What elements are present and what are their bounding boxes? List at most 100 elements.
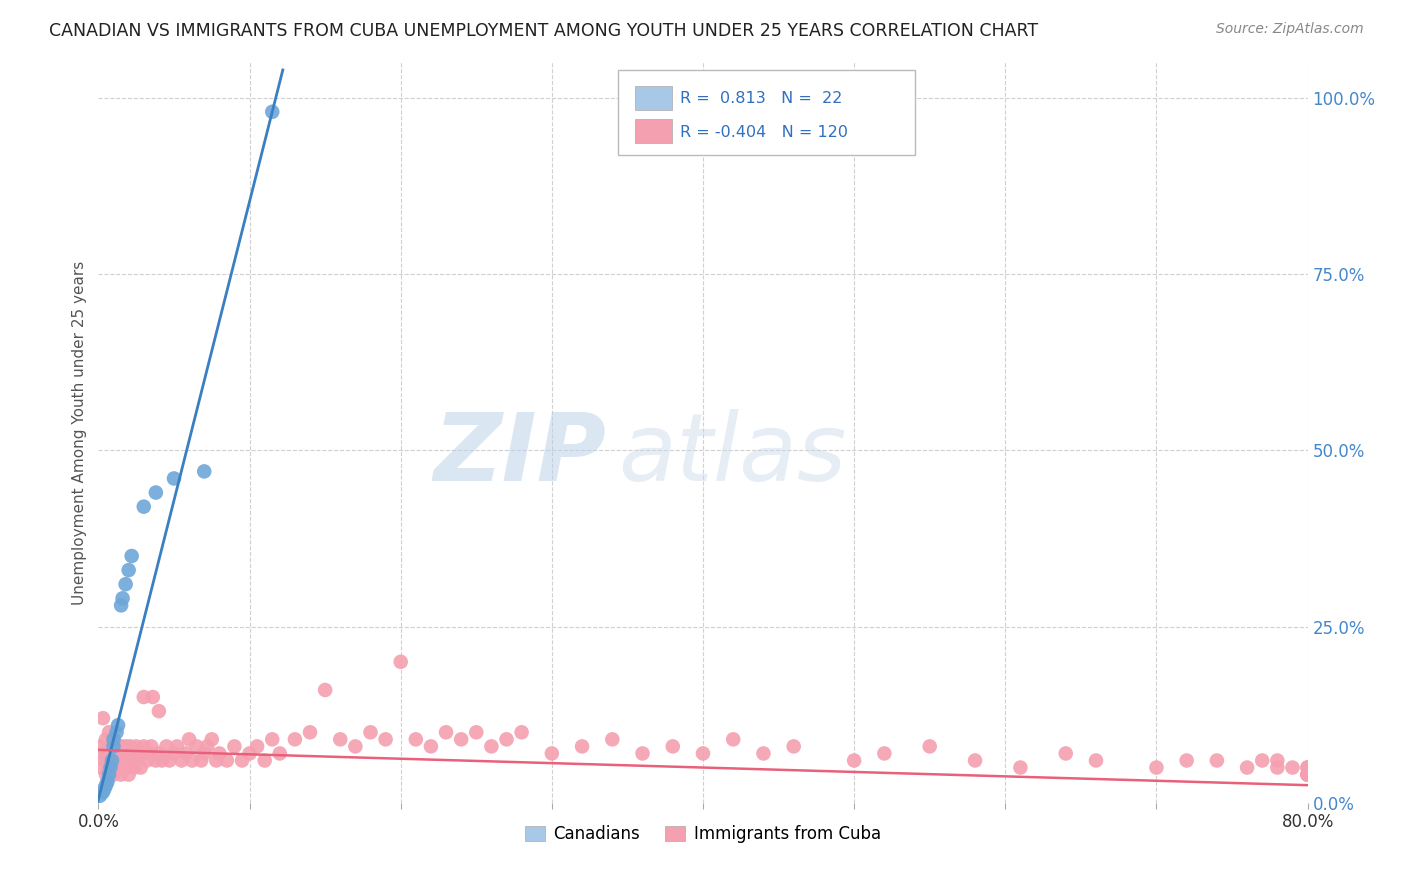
Point (105, 760, 128, 774)
Point (163, 471, 186, 485)
Point (107, 718, 129, 732)
Point (122, 747, 145, 761)
Point (205, 754, 228, 768)
Point (94, 767, 117, 781)
Point (107, 747, 129, 761)
Point (231, 754, 253, 768)
Point (1296, 767, 1319, 781)
Point (495, 732, 517, 747)
Point (190, 754, 212, 768)
Legend: Canadians, Immigrants from Cuba: Canadians, Immigrants from Cuba (519, 819, 887, 850)
Point (103, 747, 125, 761)
Point (284, 732, 307, 747)
Point (121, 754, 143, 768)
Point (93, 754, 115, 768)
FancyBboxPatch shape (636, 87, 672, 110)
Point (1296, 767, 1319, 781)
Point (148, 704, 170, 718)
Point (94, 732, 117, 747)
Point (661, 739, 683, 754)
Point (105, 725, 128, 739)
Point (1236, 760, 1258, 774)
Point (253, 754, 276, 768)
Point (110, 739, 132, 754)
Point (127, 754, 149, 768)
Point (181, 754, 204, 768)
Point (420, 739, 443, 754)
Point (965, 754, 987, 768)
Point (145, 754, 167, 768)
Point (110, 767, 132, 781)
Point (136, 747, 159, 761)
Point (389, 655, 412, 669)
Point (179, 732, 201, 747)
Point (1296, 767, 1319, 781)
Point (110, 599, 132, 613)
Point (374, 732, 396, 747)
Point (174, 747, 197, 761)
Point (1296, 767, 1319, 781)
Point (314, 683, 336, 698)
Point (1296, 760, 1319, 774)
Point (163, 747, 186, 761)
Point (129, 760, 152, 774)
Point (918, 739, 941, 754)
Point (141, 739, 163, 754)
Point (132, 500, 155, 514)
Point (193, 464, 215, 478)
Point (1296, 767, 1319, 781)
Text: atlas: atlas (619, 409, 846, 500)
Point (132, 739, 155, 754)
Point (103, 767, 125, 781)
Point (873, 747, 896, 761)
Point (1010, 760, 1032, 774)
Point (98, 725, 121, 739)
Point (142, 690, 165, 704)
Point (91, 711, 114, 725)
Point (783, 739, 806, 754)
Point (121, 549, 143, 563)
Point (89, 739, 111, 754)
Point (114, 739, 136, 754)
Point (344, 739, 367, 754)
Point (128, 747, 150, 761)
Point (118, 563, 141, 577)
Point (692, 747, 714, 761)
Point (111, 754, 134, 768)
Point (125, 739, 148, 754)
Point (100, 754, 122, 768)
Point (89, 789, 111, 803)
Point (329, 732, 352, 747)
Point (1296, 767, 1319, 781)
Point (450, 732, 472, 747)
Point (103, 739, 125, 754)
Point (1296, 760, 1319, 774)
Point (239, 747, 262, 761)
Point (100, 760, 122, 774)
Point (91, 785, 114, 799)
Point (201, 732, 224, 747)
Point (844, 754, 866, 768)
Point (1085, 754, 1108, 768)
Point (98, 760, 121, 774)
Point (101, 760, 124, 774)
Point (434, 725, 457, 739)
Point (103, 732, 125, 747)
Point (112, 747, 135, 761)
Point (115, 754, 138, 768)
Point (1251, 754, 1274, 768)
Point (170, 754, 193, 768)
Point (246, 739, 269, 754)
Point (262, 104, 284, 119)
Point (96, 747, 118, 761)
FancyBboxPatch shape (619, 70, 915, 155)
Point (186, 739, 208, 754)
Point (1296, 760, 1319, 774)
Point (1175, 754, 1198, 768)
Point (100, 739, 122, 754)
Point (723, 732, 745, 747)
Point (104, 754, 127, 768)
Point (135, 754, 157, 768)
Point (262, 732, 284, 747)
Point (118, 747, 141, 761)
